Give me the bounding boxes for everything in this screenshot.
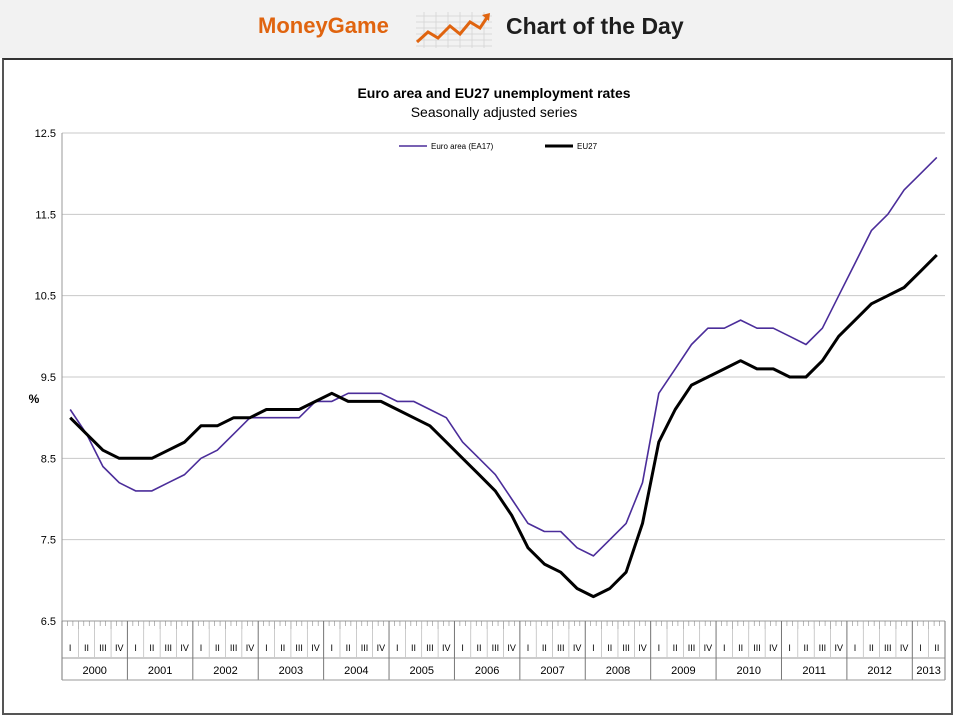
x-quarter-label: III <box>426 643 434 653</box>
y-tick-label: 6.5 <box>41 616 56 628</box>
x-quarter-label: III <box>622 643 630 653</box>
x-year-label: 2009 <box>671 665 695 677</box>
x-year-label: 2004 <box>344 665 368 677</box>
x-quarter-label: II <box>149 643 154 653</box>
x-quarter-label: II <box>673 643 678 653</box>
x-quarter-label: I <box>134 643 137 653</box>
x-quarter-label: II <box>738 643 743 653</box>
x-quarter-label: III <box>557 643 565 653</box>
banner: MoneyGame Chart of the Day <box>0 0 953 58</box>
x-quarter-label: I <box>200 643 203 653</box>
x-year-label: 2001 <box>148 665 172 677</box>
x-quarter-label: IV <box>442 643 451 653</box>
gridlines <box>61 132 945 622</box>
legend: Euro area (EA17) EU27 <box>399 142 598 151</box>
x-year-label: 2012 <box>867 665 891 677</box>
x-quarter-label: IV <box>311 643 320 653</box>
banner-title: Chart of the Day <box>506 13 684 39</box>
series-line-ea17 <box>69 156 938 557</box>
x-quarter-label: III <box>295 643 303 653</box>
x-quarter-label: I <box>331 643 334 653</box>
x-quarter-label: I <box>658 643 661 653</box>
x-quarter-label: III <box>230 643 238 653</box>
x-quarter-label: II <box>804 643 809 653</box>
brand-logo-text: MoneyGame <box>258 13 389 38</box>
x-quarter-label: II <box>411 643 416 653</box>
y-tick-label: 8.5 <box>41 453 56 465</box>
y-tick-label: 7.5 <box>41 535 56 547</box>
x-year-label: 2007 <box>540 665 564 677</box>
x-quarter-label: III <box>884 643 892 653</box>
x-quarter-label: II <box>934 643 939 653</box>
legend-label-eu27: EU27 <box>577 142 598 151</box>
y-tick-label: 12.5 <box>35 128 56 140</box>
x-quarter-label: IV <box>115 643 124 653</box>
x-quarter-label: I <box>396 643 399 653</box>
x-quarter-label: III <box>819 643 827 653</box>
x-year-label: 2005 <box>409 665 433 677</box>
x-quarter-label: IV <box>900 643 909 653</box>
x-quarter-label: II <box>869 643 874 653</box>
y-tick-label: 9.5 <box>41 372 56 384</box>
x-quarter-label: III <box>492 643 500 653</box>
x-quarter-label: I <box>788 643 791 653</box>
x-quarter-label: I <box>461 643 464 653</box>
x-axis: I II III IV I II III IV I II III IV I II III IV I II III IV… <box>61 621 946 681</box>
y-tick-label: 11.5 <box>35 209 56 221</box>
x-quarter-label: III <box>753 643 761 653</box>
x-quarter-label: I <box>723 643 726 653</box>
x-quarter-label: II <box>542 643 547 653</box>
x-year-label: 2010 <box>737 665 761 677</box>
x-year-label: 2002 <box>213 665 237 677</box>
legend-label-ea17: Euro area (EA17) <box>431 142 494 151</box>
chart-title: Euro area and EU27 unemployment rates <box>357 85 630 101</box>
x-quarter-label: IV <box>704 643 713 653</box>
x-quarter-label: I <box>919 643 922 653</box>
x-quarter-label: I <box>265 643 268 653</box>
x-quarter-label: II <box>215 643 220 653</box>
x-quarter-label: IV <box>507 643 516 653</box>
x-quarter-label: II <box>280 643 285 653</box>
x-quarter-label: III <box>361 643 369 653</box>
x-quarter-label: IV <box>769 643 778 653</box>
x-quarter-label: II <box>476 643 481 653</box>
x-quarter-label: III <box>99 643 107 653</box>
series-line-eu27 <box>69 253 938 599</box>
x-quarter-label: IV <box>834 643 843 653</box>
x-quarter-label: II <box>346 643 351 653</box>
x-quarter-label: III <box>165 643 173 653</box>
x-quarter-label: II <box>607 643 612 653</box>
series-lines <box>69 156 938 599</box>
x-quarter-label: IV <box>377 643 386 653</box>
line-chart: Euro area and EU27 unemployment rates Se… <box>29 85 946 681</box>
x-quarter-label: IV <box>246 643 255 653</box>
x-quarter-label: I <box>854 643 857 653</box>
y-axis-ticks: 6.5 7.5 8.5 9.5 10.5 11.5 12.5 <box>35 128 56 628</box>
x-quarter-label: I <box>527 643 530 653</box>
x-year-label: 2008 <box>606 665 630 677</box>
x-quarter-label: I <box>69 643 72 653</box>
x-year-label: 2006 <box>475 665 499 677</box>
x-quarter-label: IV <box>180 643 189 653</box>
x-year-label: 2000 <box>82 665 106 677</box>
x-quarter-label: II <box>84 643 89 653</box>
chart-subtitle: Seasonally adjusted series <box>411 104 578 120</box>
x-year-label: 2003 <box>279 665 303 677</box>
y-tick-label: 10.5 <box>35 291 56 303</box>
x-quarter-label: IV <box>638 643 647 653</box>
chart-frame: Euro area and EU27 unemployment rates Se… <box>2 58 953 715</box>
x-quarter-label: I <box>592 643 595 653</box>
x-quarter-label: IV <box>573 643 582 653</box>
x-year-label: 2013 <box>916 665 940 677</box>
trend-arrow-icon <box>415 12 492 48</box>
x-quarter-label: III <box>688 643 696 653</box>
x-year-label: 2011 <box>802 665 826 677</box>
y-axis-label: % <box>29 392 40 406</box>
